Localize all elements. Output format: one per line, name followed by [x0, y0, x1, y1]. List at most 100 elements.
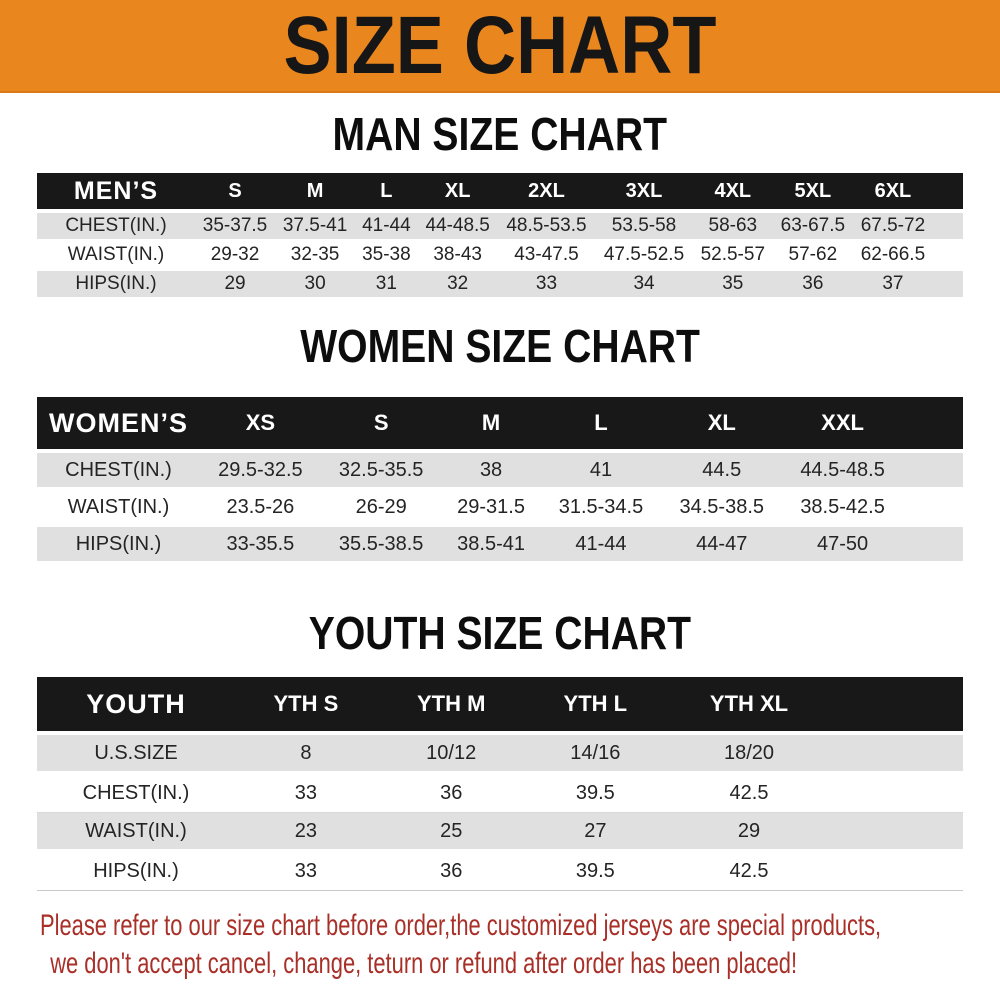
- size-value-cell: 26-29: [320, 490, 442, 527]
- size-value-cell: 47.5-52.5: [595, 242, 693, 271]
- size-value-cell: 52.5-57: [692, 242, 773, 271]
- man-size-chart-heading: MAN SIZE CHART: [0, 107, 1000, 161]
- table-row: CHEST(IN.) 33 36 39.5 42.5: [37, 774, 963, 813]
- spacer-cell: [903, 453, 963, 490]
- spacer-cell: [833, 735, 963, 774]
- size-header-cell: YTH M: [376, 677, 526, 735]
- size-value-cell: 29-31.5: [441, 490, 541, 527]
- row-label-cell: CHEST(IN.): [37, 774, 235, 813]
- size-value-cell: 38.5-42.5: [782, 490, 903, 527]
- size-value-cell: 34.5-38.5: [661, 490, 783, 527]
- table-row: WAIST(IN.) 23 25 27 29: [37, 813, 963, 852]
- size-value-cell: 35-37.5: [195, 213, 276, 242]
- size-value-cell: 32-35: [275, 242, 356, 271]
- spacer-cell: [833, 852, 963, 891]
- size-chart-banner: SIZE CHART: [0, 0, 1000, 93]
- size-value-cell: 25: [376, 813, 526, 852]
- size-header-cell: 5XL: [772, 173, 853, 213]
- size-value-cell: 37: [852, 271, 933, 300]
- size-header-cell: YTH S: [235, 677, 377, 735]
- size-header-cell: 4XL: [692, 173, 773, 213]
- size-value-cell: 39.5: [525, 774, 666, 813]
- size-value-cell: 38-43: [417, 242, 498, 271]
- spacer-cell: [933, 173, 963, 213]
- size-value-cell: 31: [355, 271, 418, 300]
- table-row: WAIST(IN.) 29-32 32-35 35-38 38-43 43-47.5 47.…: [37, 242, 963, 271]
- size-value-cell: 62-66.5: [852, 242, 933, 271]
- size-header-cell: 3XL: [595, 173, 693, 213]
- size-value-cell: 48.5-53.5: [497, 213, 596, 242]
- size-value-cell: 23: [235, 813, 377, 852]
- size-header-cell: S: [320, 397, 442, 453]
- size-header-cell: M: [441, 397, 541, 453]
- mens-size-table: MEN’S S M L XL 2XL 3XL 4XL 5XL 6XL CHEST(IN.) 35-37…: [37, 173, 963, 300]
- size-header-cell: YTH XL: [665, 677, 833, 735]
- row-label-cell: U.S.SIZE: [37, 735, 235, 774]
- man-heading-text: MAN SIZE CHART: [332, 108, 668, 160]
- womens-size-table: WOMEN’S XS S M L XL XXL CHEST(IN.) 29.5-32.5 32.5…: [37, 397, 963, 564]
- size-value-cell: 36: [772, 271, 853, 300]
- size-value-cell: 57-62: [772, 242, 853, 271]
- row-label-cell: CHEST(IN.): [37, 453, 200, 490]
- size-value-cell: 44.5: [661, 453, 783, 490]
- size-header-cell: XL: [661, 397, 783, 453]
- size-value-cell: 44.5-48.5: [782, 453, 903, 490]
- size-value-cell: 38.5-41: [441, 527, 541, 564]
- table-header-row: MEN’S S M L XL 2XL 3XL 4XL 5XL 6XL: [37, 173, 963, 213]
- size-header-cell: L: [540, 397, 662, 453]
- size-value-cell: 29: [195, 271, 276, 300]
- size-header-cell: M: [275, 173, 356, 213]
- spacer-cell: [933, 242, 963, 271]
- size-value-cell: 43-47.5: [497, 242, 596, 271]
- size-value-cell: 27: [525, 813, 666, 852]
- table-row: HIPS(IN.) 29 30 31 32 33 34 35 36 37: [37, 271, 963, 300]
- banner-title: SIZE CHART: [283, 0, 717, 91]
- size-value-cell: 29-32: [195, 242, 276, 271]
- order-note-line-1: Please refer to our size chart before or…: [40, 909, 882, 942]
- size-value-cell: 36: [376, 774, 526, 813]
- spacer-cell: [833, 677, 963, 735]
- women-size-chart-heading: WOMEN SIZE CHART: [0, 319, 1000, 373]
- spacer-cell: [933, 213, 963, 242]
- table-header-row: WOMEN’S XS S M L XL XXL: [37, 397, 963, 453]
- size-header-cell: YTH L: [525, 677, 666, 735]
- table-title-cell: WOMEN’S: [37, 397, 200, 453]
- size-value-cell: 32.5-35.5: [320, 453, 442, 490]
- size-value-cell: 41-44: [355, 213, 418, 242]
- size-header-cell: XXL: [782, 397, 903, 453]
- size-value-cell: 29.5-32.5: [200, 453, 321, 490]
- size-value-cell: 36: [376, 852, 526, 891]
- size-value-cell: 10/12: [376, 735, 526, 774]
- table-row: HIPS(IN.) 33 36 39.5 42.5: [37, 852, 963, 891]
- size-value-cell: 44-48.5: [417, 213, 498, 242]
- size-header-cell: XS: [200, 397, 321, 453]
- size-value-cell: 29: [665, 813, 833, 852]
- row-label-cell: HIPS(IN.): [37, 527, 200, 564]
- table-row: WAIST(IN.) 23.5-26 26-29 29-31.5 31.5-34.5 34…: [37, 490, 963, 527]
- size-header-cell: S: [195, 173, 276, 213]
- size-value-cell: 18/20: [665, 735, 833, 774]
- size-value-cell: 63-67.5: [772, 213, 853, 242]
- size-value-cell: 35.5-38.5: [320, 527, 442, 564]
- women-heading-text: WOMEN SIZE CHART: [300, 320, 700, 372]
- spacer-cell: [833, 774, 963, 813]
- youth-size-table: YOUTH YTH S YTH M YTH L YTH XL U.S.SIZE 8 10/12…: [37, 677, 963, 891]
- size-value-cell: 37.5-41: [275, 213, 356, 242]
- spacer-cell: [903, 397, 963, 453]
- size-value-cell: 23.5-26: [200, 490, 321, 527]
- row-label-cell: WAIST(IN.): [37, 813, 235, 852]
- size-value-cell: 35-38: [355, 242, 418, 271]
- table-title-cell: YOUTH: [37, 677, 235, 735]
- size-value-cell: 67.5-72: [852, 213, 933, 242]
- spacer-cell: [903, 490, 963, 527]
- row-label-cell: CHEST(IN.): [37, 213, 195, 242]
- size-value-cell: 33: [497, 271, 596, 300]
- table-row: HIPS(IN.) 33-35.5 35.5-38.5 38.5-41 41-44 44-…: [37, 527, 963, 564]
- size-value-cell: 39.5: [525, 852, 666, 891]
- row-label-cell: HIPS(IN.): [37, 852, 235, 891]
- size-value-cell: 58-63: [692, 213, 773, 242]
- table-row: CHEST(IN.) 29.5-32.5 32.5-35.5 38 41 44.5 44.5…: [37, 453, 963, 490]
- size-value-cell: 47-50: [782, 527, 903, 564]
- order-note: Please refer to our size chart before or…: [0, 907, 1000, 983]
- size-value-cell: 32: [417, 271, 498, 300]
